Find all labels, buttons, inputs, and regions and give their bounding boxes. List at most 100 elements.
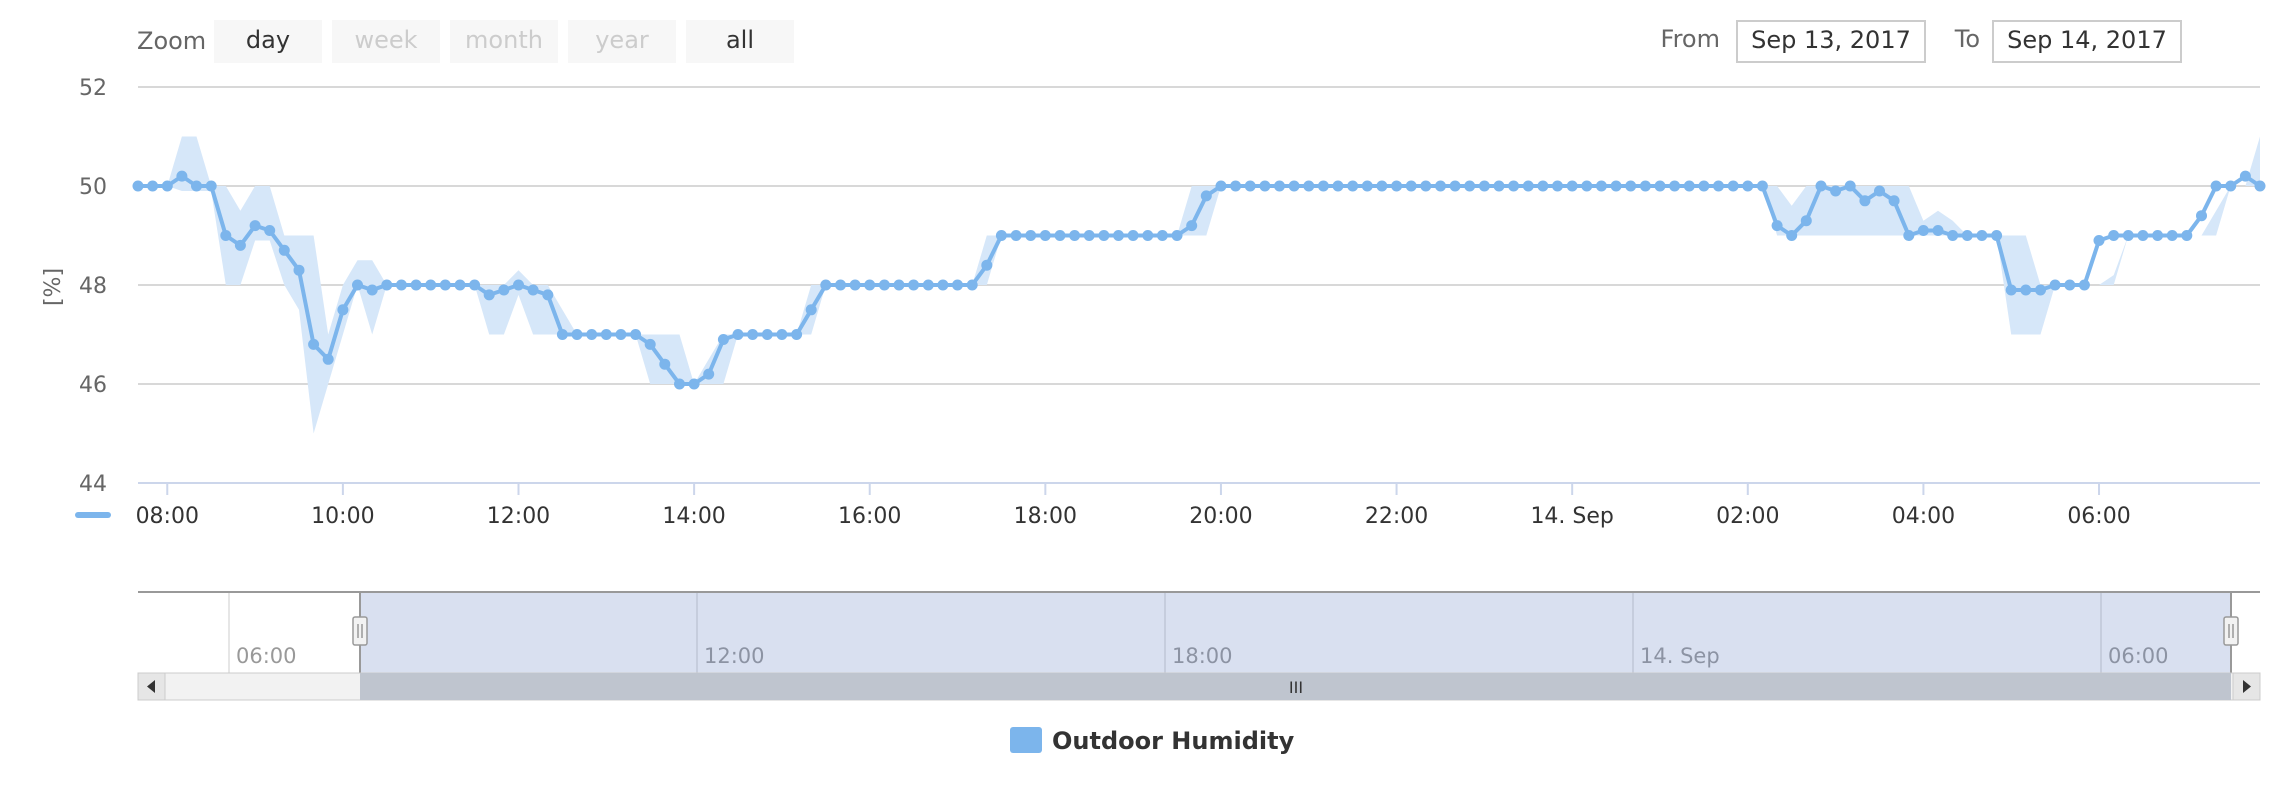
data-point[interactable] (893, 279, 905, 291)
data-point[interactable] (425, 279, 437, 291)
data-point[interactable] (264, 225, 276, 236)
data-point[interactable] (630, 329, 642, 340)
data-point[interactable] (937, 279, 949, 291)
data-point[interactable] (878, 279, 890, 291)
data-point[interactable] (1449, 180, 1461, 192)
data-point[interactable] (1713, 180, 1724, 192)
data-point[interactable] (352, 279, 363, 291)
data-point[interactable] (1478, 180, 1490, 192)
data-point[interactable] (1215, 180, 1227, 192)
data-point[interactable] (1391, 180, 1403, 192)
data-point[interactable] (966, 279, 978, 291)
data-point[interactable] (1844, 180, 1856, 192)
data-point[interactable] (908, 279, 920, 291)
data-point[interactable] (1830, 185, 1842, 197)
data-point[interactable] (234, 239, 246, 251)
data-point[interactable] (2064, 279, 2076, 291)
data-point[interactable] (1025, 230, 1037, 241)
data-point[interactable] (1142, 230, 1154, 241)
scrollbar-right-button[interactable] (2232, 672, 2261, 701)
data-point[interactable] (161, 180, 173, 192)
data-point[interactable] (2020, 284, 2032, 296)
data-point[interactable] (1010, 230, 1022, 241)
data-point[interactable] (586, 329, 598, 340)
data-point[interactable] (1903, 230, 1915, 241)
data-point[interactable] (995, 230, 1007, 241)
data-point[interactable] (1317, 180, 1329, 192)
zoom-button-day[interactable]: day (214, 20, 322, 63)
data-point[interactable] (1054, 230, 1066, 241)
data-point[interactable] (1669, 180, 1681, 192)
data-point[interactable] (1259, 180, 1271, 192)
data-point[interactable] (498, 284, 510, 296)
data-point[interactable] (1405, 180, 1417, 192)
data-point[interactable] (322, 353, 334, 365)
data-point[interactable] (1786, 230, 1798, 241)
from-date-input[interactable] (1736, 20, 1926, 63)
data-point[interactable] (864, 279, 876, 291)
data-point[interactable] (1932, 225, 1944, 236)
legend[interactable]: Outdoor Humidity (1010, 727, 1295, 755)
data-point[interactable] (600, 329, 612, 340)
data-point[interactable] (410, 279, 422, 291)
data-point[interactable] (1156, 230, 1168, 241)
data-point[interactable] (1625, 180, 1637, 192)
scrollbar-thumb[interactable] (360, 673, 2231, 700)
data-point[interactable] (2035, 284, 2046, 296)
data-point[interactable] (2225, 180, 2237, 192)
data-point[interactable] (1303, 180, 1315, 192)
data-point[interactable] (1859, 195, 1871, 207)
data-point[interactable] (556, 329, 568, 340)
data-point[interactable] (1435, 180, 1446, 192)
data-point[interactable] (176, 170, 188, 182)
data-point[interactable] (293, 264, 305, 276)
data-point[interactable] (1200, 190, 1212, 202)
data-point[interactable] (1917, 225, 1929, 236)
data-point[interactable] (1420, 180, 1432, 192)
data-point[interactable] (1039, 230, 1051, 241)
zoom-button-all[interactable]: all (686, 20, 794, 63)
data-point[interactable] (395, 279, 407, 291)
data-point[interactable] (761, 329, 773, 340)
data-point[interactable] (1230, 180, 1242, 192)
data-point[interactable] (688, 378, 700, 390)
data-point[interactable] (1654, 180, 1666, 192)
data-point[interactable] (249, 220, 261, 232)
data-point[interactable] (2108, 230, 2120, 241)
data-point[interactable] (439, 279, 451, 291)
data-point[interactable] (1552, 180, 1563, 192)
data-point[interactable] (2122, 230, 2134, 241)
data-point[interactable] (1976, 230, 1988, 241)
data-point[interactable] (469, 279, 481, 291)
data-point[interactable] (527, 284, 539, 296)
data-point[interactable] (2196, 210, 2207, 222)
data-point[interactable] (1800, 215, 1812, 227)
data-point[interactable] (1771, 220, 1783, 232)
data-point[interactable] (1361, 180, 1373, 192)
data-point[interactable] (1874, 185, 1885, 197)
data-point[interactable] (381, 279, 393, 291)
data-point[interactable] (805, 304, 817, 316)
data-point[interactable] (2049, 279, 2061, 291)
data-point[interactable] (703, 368, 715, 380)
data-point[interactable] (1991, 230, 2003, 241)
data-point[interactable] (2078, 279, 2090, 291)
zoom-button-week[interactable]: week (332, 20, 440, 63)
data-point[interactable] (191, 180, 202, 192)
data-point[interactable] (791, 329, 803, 340)
data-point[interactable] (2254, 180, 2266, 192)
navigator-selected-range[interactable] (360, 593, 2231, 673)
data-point[interactable] (2005, 284, 2017, 296)
data-point[interactable] (278, 244, 290, 256)
data-point[interactable] (1288, 180, 1300, 192)
to-date-input[interactable] (1992, 20, 2182, 63)
data-point[interactable] (1961, 230, 1973, 241)
data-point[interactable] (835, 279, 846, 291)
data-point[interactable] (1756, 180, 1768, 192)
data-point[interactable] (337, 304, 349, 316)
zoom-button-month[interactable]: month (450, 20, 558, 63)
data-point[interactable] (454, 279, 466, 291)
data-point[interactable] (1639, 180, 1651, 192)
navigator-right-handle[interactable] (2223, 616, 2239, 646)
data-point[interactable] (2239, 170, 2251, 182)
